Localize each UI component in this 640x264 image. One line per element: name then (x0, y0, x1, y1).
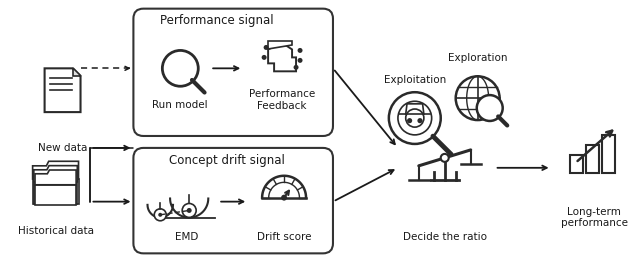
Text: Exploitation: Exploitation (383, 75, 446, 85)
Text: Concept drift signal: Concept drift signal (169, 154, 285, 167)
Text: Performance signal: Performance signal (161, 14, 274, 27)
Circle shape (182, 204, 196, 218)
FancyBboxPatch shape (34, 182, 77, 204)
Circle shape (477, 95, 502, 121)
Polygon shape (72, 68, 81, 76)
Text: EMD: EMD (175, 232, 198, 242)
Polygon shape (34, 166, 77, 182)
Polygon shape (45, 68, 81, 112)
Circle shape (389, 92, 441, 144)
Bar (586, 145, 600, 173)
Circle shape (187, 208, 191, 213)
Circle shape (154, 209, 166, 221)
Bar (570, 155, 584, 173)
Circle shape (264, 45, 269, 50)
Text: Historical data: Historical data (17, 227, 93, 237)
Circle shape (407, 118, 412, 123)
Circle shape (298, 48, 303, 53)
Polygon shape (268, 45, 296, 71)
Circle shape (158, 213, 163, 217)
Circle shape (441, 154, 449, 162)
Circle shape (281, 195, 287, 201)
FancyBboxPatch shape (35, 185, 76, 205)
Polygon shape (268, 41, 292, 49)
Circle shape (294, 65, 298, 70)
Polygon shape (33, 161, 79, 179)
Text: Long-term
performance: Long-term performance (561, 207, 628, 228)
Text: Drift score: Drift score (257, 232, 311, 242)
Text: New data: New data (38, 143, 87, 153)
FancyBboxPatch shape (133, 9, 333, 136)
Text: Exploration: Exploration (448, 53, 508, 63)
FancyBboxPatch shape (133, 148, 333, 253)
Text: Decide the ratio: Decide the ratio (403, 232, 487, 242)
FancyBboxPatch shape (33, 179, 79, 204)
Text: Performance
Feedback: Performance Feedback (249, 89, 316, 111)
Circle shape (456, 76, 500, 120)
Text: Run model: Run model (152, 100, 208, 110)
Circle shape (262, 55, 267, 60)
Circle shape (298, 58, 303, 63)
Bar (602, 135, 615, 173)
Circle shape (417, 118, 422, 123)
Polygon shape (35, 170, 76, 185)
